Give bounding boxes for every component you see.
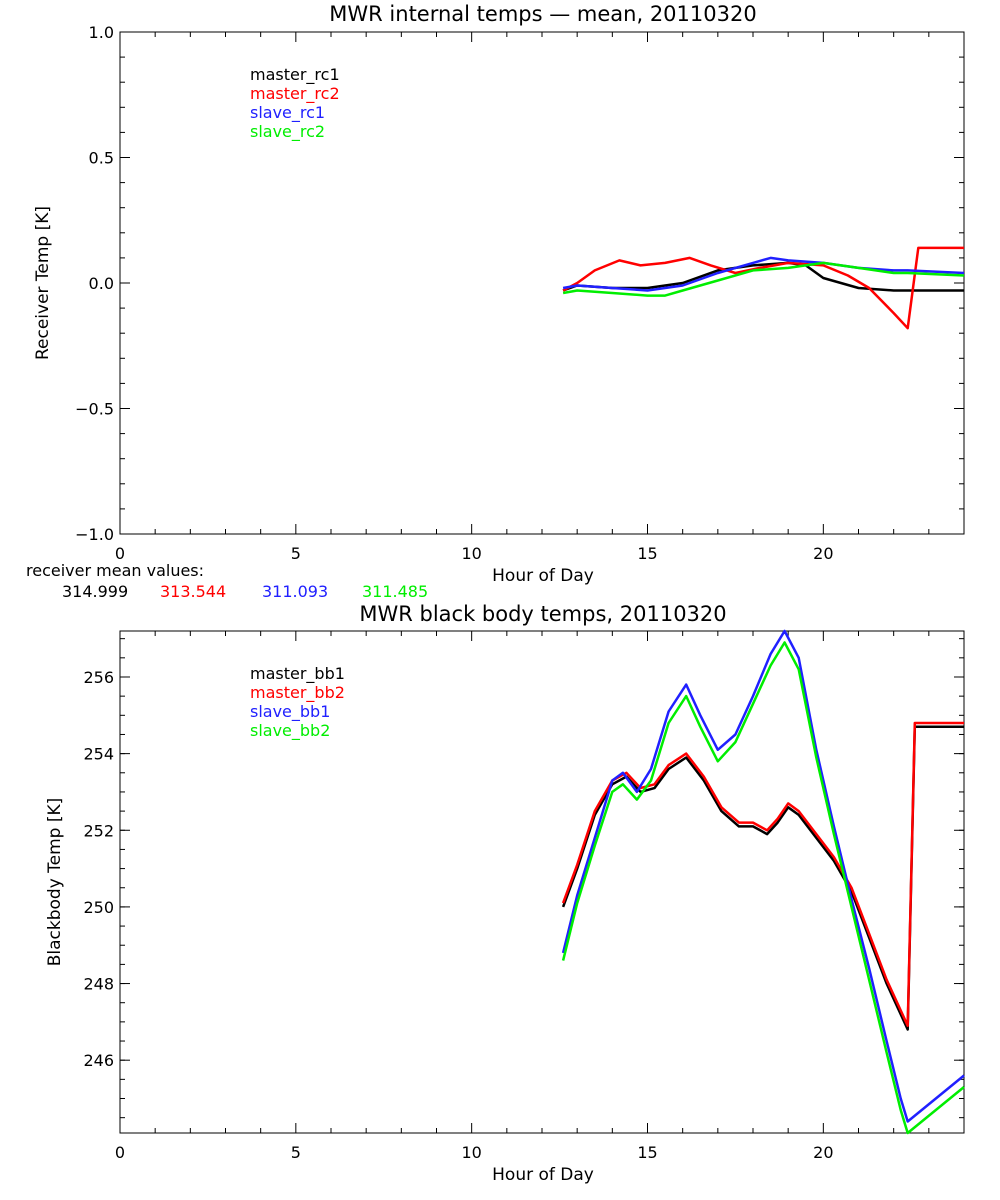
legend-item-master-rc2: master_rc2 bbox=[250, 84, 340, 104]
x-tick-label: 20 bbox=[813, 1143, 833, 1162]
receiver-means: receiver mean values: 314.999 313.544 31… bbox=[26, 561, 428, 601]
legend-item-master-bb2: master_bb2 bbox=[250, 683, 345, 703]
x-tick-label: 10 bbox=[461, 544, 481, 563]
y-axis-label: Receiver Temp [K] bbox=[33, 206, 53, 360]
y-tick-label: 256 bbox=[83, 668, 114, 687]
y-tick-label: 248 bbox=[83, 975, 114, 994]
x-tick-label: 0 bbox=[115, 1143, 125, 1162]
series-line-slave-rc2 bbox=[562, 261, 965, 297]
y-tick-label: 1.0 bbox=[89, 23, 114, 42]
axis-ticks: 0 5 10 15 20 246 248 250 252 254 256 bbox=[83, 631, 965, 1162]
x-axis-label: Hour of Day bbox=[492, 566, 594, 586]
series-lines bbox=[562, 246, 965, 330]
y-tick-label: 246 bbox=[83, 1051, 114, 1070]
legend-item-slave-bb2: slave_bb2 bbox=[250, 721, 330, 741]
legend-item-master-bb1: master_bb1 bbox=[250, 664, 345, 684]
x-tick-label: 0 bbox=[115, 544, 125, 563]
x-tick-label: 5 bbox=[291, 1143, 301, 1162]
axis-ticks: 0 5 10 15 20 −1.0 −0.5 0.0 0.5 1.0 bbox=[75, 23, 965, 563]
series-line-slave-bb2 bbox=[561, 641, 965, 1135]
series-lines bbox=[561, 629, 965, 1135]
blackbody-temp-chart: MWR black body temps, 20110320 0 5 10 15 20 2… bbox=[45, 602, 965, 1185]
receiver-mean-slave-rc2: 311.485 bbox=[362, 582, 428, 601]
x-tick-label: 5 bbox=[291, 544, 301, 563]
x-tick-label: 15 bbox=[637, 544, 657, 563]
receiver-mean-slave-rc1: 311.093 bbox=[262, 582, 328, 601]
receiver-mean-master-rc1: 314.999 bbox=[62, 582, 128, 601]
y-tick-label: 0.0 bbox=[89, 274, 114, 293]
legend-item-slave-rc1: slave_rc1 bbox=[250, 103, 325, 123]
legend-item-master-rc1: master_rc1 bbox=[250, 65, 340, 85]
x-axis-label: Hour of Day bbox=[492, 1165, 594, 1185]
series-line-slave-bb1 bbox=[561, 629, 965, 1123]
y-tick-label: 252 bbox=[83, 821, 114, 840]
x-tick-label: 15 bbox=[637, 1143, 657, 1162]
series-line-master-bb2 bbox=[561, 721, 964, 1027]
legend-item-slave-rc2: slave_rc2 bbox=[250, 122, 325, 142]
y-tick-label: 250 bbox=[83, 898, 114, 917]
y-tick-label: 254 bbox=[83, 745, 114, 764]
x-tick-label: 10 bbox=[461, 1143, 481, 1162]
plot-frame bbox=[119, 630, 965, 1134]
series-line-slave-rc1 bbox=[562, 256, 965, 292]
y-axis-label: Blackbody Temp [K] bbox=[45, 798, 65, 967]
chart-title: MWR internal temps — mean, 20110320 bbox=[329, 2, 756, 26]
y-tick-label: −0.5 bbox=[75, 400, 114, 419]
y-tick-label: −1.0 bbox=[75, 525, 114, 544]
legend-item-slave-bb1: slave_bb1 bbox=[250, 702, 330, 722]
chart-title: MWR black body temps, 20110320 bbox=[359, 602, 726, 626]
receiver-mean-master-rc2: 313.544 bbox=[160, 582, 226, 601]
series-line-master-rc2 bbox=[562, 246, 964, 330]
y-tick-label: 0.5 bbox=[89, 149, 114, 168]
receiver-temp-chart: MWR internal temps — mean, 20110320 0 5 10… bbox=[33, 2, 965, 586]
receiver-means-label: receiver mean values: bbox=[26, 561, 204, 580]
x-tick-label: 20 bbox=[813, 544, 833, 563]
